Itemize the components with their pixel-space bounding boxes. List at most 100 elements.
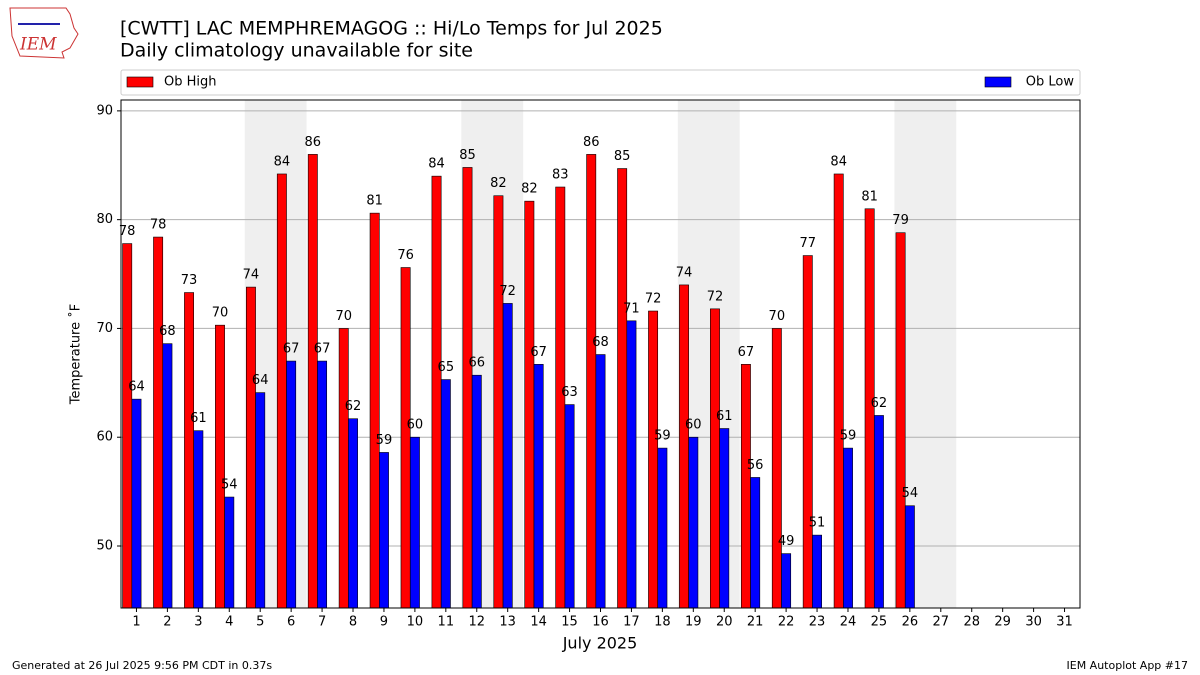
x-tick-label: 28 [963,615,980,630]
value-label: 64 [128,380,145,395]
bar [657,447,668,609]
x-tick-label: 25 [871,615,888,630]
value-label: 72 [499,284,516,299]
value-label: 54 [221,478,238,493]
bar [679,284,689,609]
value-label: 60 [407,418,424,433]
value-label: 51 [809,516,826,531]
x-tick-label: 8 [349,615,357,630]
y-axis-label: Temperature ˚F [68,304,84,405]
bar [317,360,328,609]
bar [286,360,297,609]
value-label: 73 [181,273,198,288]
footer-left: Generated at 26 Jul 2025 9:56 PM CDT in … [12,659,272,672]
bar [710,308,720,609]
bar [833,173,844,609]
bar [471,374,482,609]
value-label: 84 [830,154,847,169]
x-tick-label: 7 [318,615,326,630]
value-label: 74 [676,265,693,280]
bar [131,398,142,609]
x-tick-label: 10 [407,615,424,630]
x-tick-label: 23 [809,615,826,630]
x-tick-label: 17 [623,615,640,630]
value-label: 61 [716,409,733,424]
x-tick-label: 26 [902,615,919,630]
bar [215,324,225,609]
y-tick-label: 70 [96,321,113,336]
x-tick-label: 16 [592,615,609,630]
bar [502,303,513,609]
value-label: 65 [438,360,455,375]
value-label: 61 [190,411,207,426]
bar [338,328,349,609]
x-axis-label: July 2025 [562,634,638,653]
bar [895,232,906,609]
bar [802,255,813,609]
value-label: 62 [871,396,888,411]
value-label: 70 [769,309,786,324]
value-label: 86 [305,135,322,150]
y-tick-label: 60 [96,430,113,445]
y-tick-label: 80 [96,212,113,227]
bar [843,447,853,609]
x-tick-label: 9 [380,615,388,630]
bar [617,168,628,609]
bar [595,354,606,609]
bar [224,496,235,609]
value-label: 85 [614,149,631,164]
value-label: 67 [283,342,300,357]
value-label: 79 [892,213,909,228]
x-tick-label: 18 [654,615,671,630]
legend-swatch [126,76,154,88]
value-label: 68 [159,324,176,339]
value-label: 56 [747,458,764,473]
bar [740,364,751,609]
bar [153,236,164,609]
x-tick-label: 11 [438,615,455,630]
bar [626,320,637,609]
value-label: 70 [212,306,229,321]
logo-text: IEM [19,35,57,55]
value-label: 49 [778,534,795,549]
value-label: 78 [150,218,167,233]
value-label: 85 [459,148,476,163]
bar [184,292,194,609]
bar [688,436,699,609]
value-label: 81 [366,194,383,209]
x-tick-label: 12 [468,615,485,630]
value-label: 62 [345,399,362,414]
bar [533,364,544,609]
value-label: 71 [623,301,640,316]
value-label: 72 [645,292,662,307]
bar [379,452,389,609]
x-tick-label: 19 [685,615,702,630]
x-tick-label: 15 [561,615,578,630]
value-label: 86 [583,135,600,150]
x-tick-label: 21 [747,615,764,630]
bar [719,428,730,609]
value-label: 59 [654,429,671,444]
plot-area: 5060708090178642786837361470545746468467… [96,99,1081,630]
x-tick-label: 6 [287,615,295,630]
chart-title: [CWTT] LAC MEMPHREMAGOG :: Hi/Lo Temps f… [120,18,663,40]
value-label: 64 [252,373,269,388]
bar [771,328,782,609]
x-tick-label: 2 [163,615,171,630]
x-tick-label: 27 [933,615,950,630]
value-label: 82 [490,176,507,191]
bar [750,477,761,609]
value-label: 78 [119,224,136,239]
bar [904,505,915,609]
x-tick-label: 1 [132,615,140,630]
bar [462,167,473,609]
x-tick-label: 14 [530,615,547,630]
bar [193,430,204,609]
x-tick-label: 30 [1025,615,1042,630]
x-tick-label: 29 [994,615,1011,630]
x-tick-label: 31 [1056,615,1073,630]
bar [648,310,659,609]
value-label: 84 [274,154,291,169]
value-label: 70 [335,309,352,324]
value-label: 67 [738,345,755,360]
